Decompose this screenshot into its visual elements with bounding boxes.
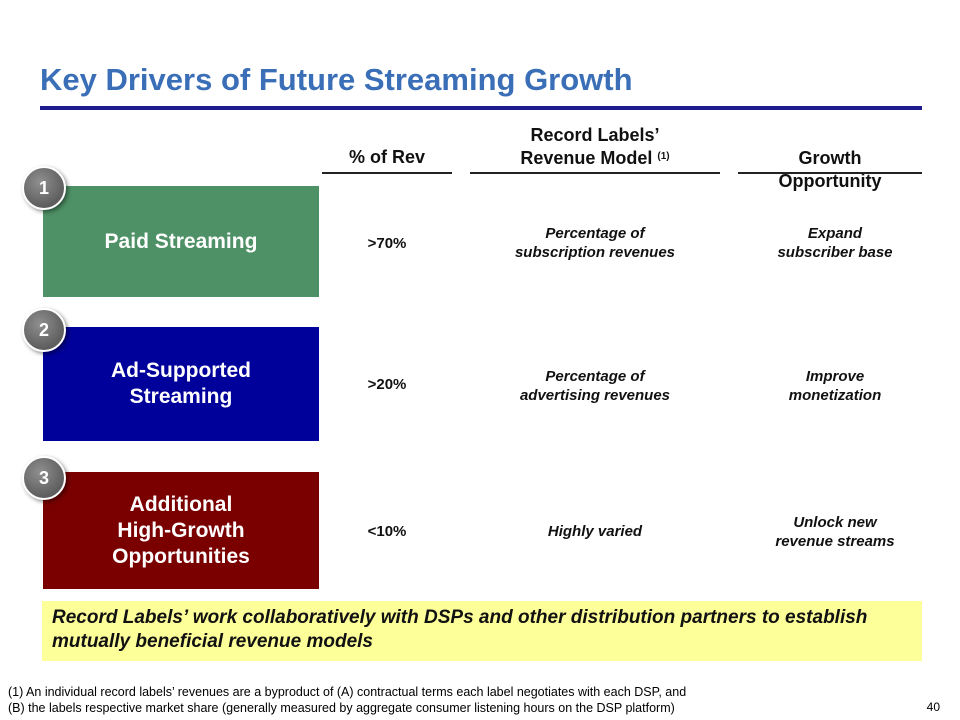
row-2-rev: >20% xyxy=(367,376,407,393)
callout-banner: Record Labels’ work collaboratively with… xyxy=(42,601,922,661)
row-3-rev: <10% xyxy=(367,523,407,540)
column-header-model-footnote-ref: (1) xyxy=(657,151,670,162)
footnote: (1) An individual record labels’ revenue… xyxy=(8,685,687,715)
page-number: 40 xyxy=(926,700,940,714)
column-header-growth: Growth Opportunity xyxy=(738,124,922,193)
row-3-model: Highly varied xyxy=(547,523,643,540)
row-number-3: 3 xyxy=(38,467,49,488)
column-header-rev-label: % of Rev xyxy=(348,147,426,167)
column-header-model-line2-wrap: Revenue Model (1) xyxy=(470,147,720,170)
row-number-badge-1: 1 xyxy=(22,166,66,210)
title-underline xyxy=(40,106,922,110)
page-title: Key Drivers of Future Streaming Growth xyxy=(40,62,633,97)
row-box-additional-opportunities: Additional High-Growth Opportunities xyxy=(43,472,319,589)
row-2-growth: Improve monetization xyxy=(788,368,882,404)
row-2-model: Percentage of advertising revenues xyxy=(519,368,671,404)
row-1-model: Percentage of subscription revenues xyxy=(514,225,676,261)
column-rule-rev xyxy=(322,172,452,174)
column-header-rev: % of Rev xyxy=(322,146,452,169)
row-3-growth: Unlock new revenue streams xyxy=(775,514,895,550)
callout-text: Record Labels’ work collaboratively with… xyxy=(52,607,868,652)
row-number-1: 1 xyxy=(38,177,49,198)
column-header-model-line2: Revenue Model xyxy=(520,148,653,168)
row-1-rev: >70% xyxy=(367,235,407,252)
column-header-growth-label: Growth Opportunity xyxy=(778,148,882,191)
row-label-paid-streaming: Paid Streaming xyxy=(104,229,258,253)
column-header-model: Record Labels’ Revenue Model (1) xyxy=(470,124,720,170)
row-number-badge-2: 2 xyxy=(22,308,66,352)
row-label-ad-supported: Ad-Supported Streaming xyxy=(111,359,251,408)
row-1-growth: Expand subscriber base xyxy=(777,225,893,261)
row-number-badge-3: 3 xyxy=(22,456,66,500)
row-label-additional-opportunities: Additional High-Growth Opportunities xyxy=(112,492,250,568)
column-header-model-line1: Record Labels’ xyxy=(530,125,660,145)
column-rule-growth xyxy=(738,172,922,174)
row-number-2: 2 xyxy=(38,319,49,340)
row-box-paid-streaming: Paid Streaming xyxy=(43,186,319,297)
column-rule-model xyxy=(470,172,720,174)
row-box-ad-supported: Ad-Supported Streaming xyxy=(43,327,319,441)
